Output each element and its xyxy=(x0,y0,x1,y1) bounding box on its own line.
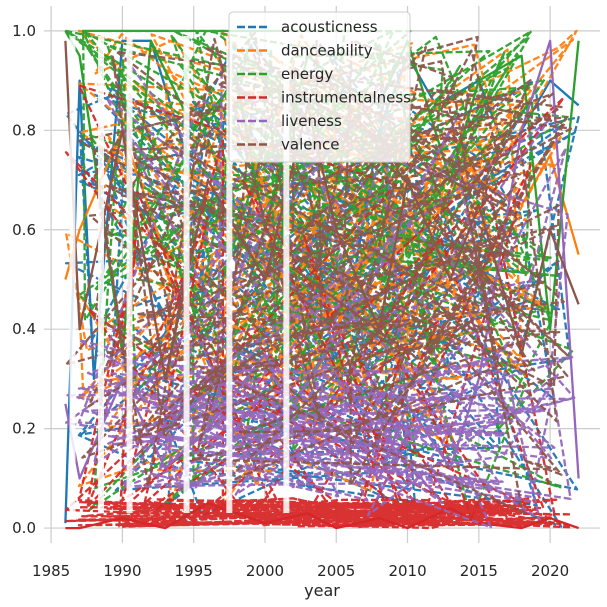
x-tick-label: 2005 xyxy=(317,562,355,580)
legend-label: valence xyxy=(281,136,339,154)
legend: acousticness danceability energy instrument… xyxy=(228,11,411,163)
y-tick-label: 0.2 xyxy=(12,420,36,438)
y-tick-label: 0.4 xyxy=(12,320,36,338)
legend-box xyxy=(228,11,411,163)
legend-label: danceability xyxy=(281,42,373,60)
x-tick-label: 2015 xyxy=(460,562,498,580)
gap-band xyxy=(69,36,76,513)
y-tick-label: 0.0 xyxy=(12,519,36,537)
legend-label: liveness xyxy=(281,112,342,130)
x-tick-label: 1990 xyxy=(103,562,141,580)
x-tick-label: 1985 xyxy=(32,562,70,580)
y-tick-label: 1.0 xyxy=(12,22,36,40)
y-tick-label: 0.6 xyxy=(12,221,36,239)
legend-label: instrumentalness xyxy=(281,89,411,107)
x-axis-title: year xyxy=(304,581,340,600)
x-tick-label: 2010 xyxy=(388,562,426,580)
gap-band xyxy=(226,36,233,513)
legend-label: acousticness xyxy=(281,18,378,36)
gap-band xyxy=(126,36,133,513)
gap-band xyxy=(283,36,290,513)
axis-ticks: 1985 1990 1995 2000 2005 2010 2015 2020 0.0 0.2 0.… xyxy=(12,22,569,580)
series-line xyxy=(64,84,573,530)
x-tick-label: 2020 xyxy=(531,562,569,580)
gap-band xyxy=(183,36,190,513)
x-tick-label: 1995 xyxy=(175,562,213,580)
x-tick-label: 2000 xyxy=(246,562,284,580)
series-instrumentalness xyxy=(64,84,579,530)
legend-label: energy xyxy=(281,65,333,83)
gap-band xyxy=(98,36,105,513)
y-tick-label: 0.8 xyxy=(12,121,36,139)
